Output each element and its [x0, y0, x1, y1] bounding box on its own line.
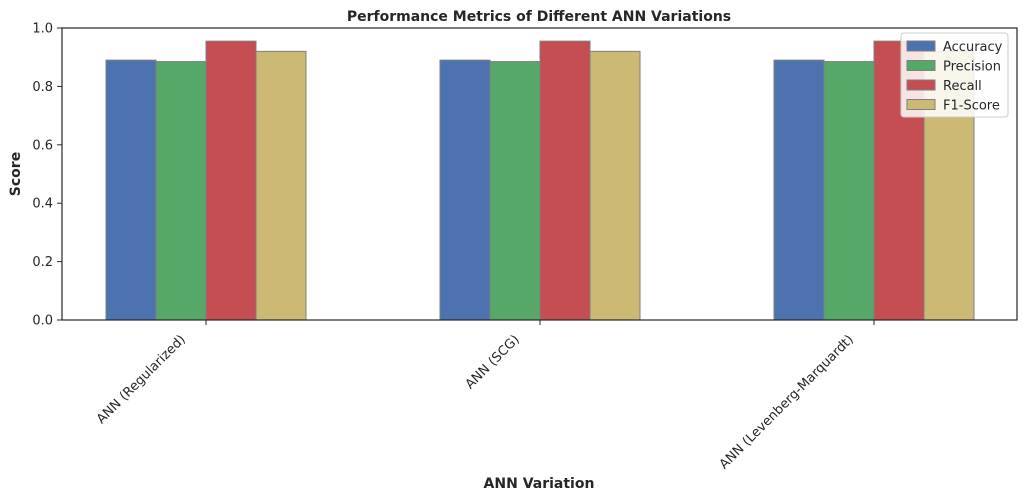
- plot-area: [105, 40, 975, 321]
- bar-group: [105, 40, 307, 321]
- y-tick-label: 0.2: [32, 255, 53, 270]
- bar-group: [773, 40, 975, 321]
- bar-accuracy: [439, 59, 491, 321]
- y-axis-label: Score: [8, 152, 24, 196]
- legend-label: F1-Score: [943, 99, 1000, 114]
- legend-box: [900, 32, 1009, 118]
- legend-item: Accuracy: [906, 40, 1003, 55]
- legend-label: Precision: [943, 60, 1001, 75]
- bar-recall: [205, 40, 257, 321]
- bar-precision: [489, 61, 541, 321]
- y-tick-label: 1.0: [32, 22, 53, 37]
- x-tick-label: ANN (Levenberg-Marquardt): [717, 332, 857, 472]
- legend-swatch: [906, 79, 936, 91]
- legend-item: F1-Score: [906, 99, 1000, 114]
- legend-item: Recall: [906, 79, 982, 94]
- bar-f1-score: [589, 50, 641, 321]
- legend-label: Recall: [943, 79, 982, 94]
- y-axis: 0.0 0.2 0.4 0.6 0.8 1.0: [32, 22, 62, 329]
- x-tick-label: ANN (SCG): [463, 332, 523, 392]
- bar-precision: [823, 61, 875, 321]
- legend-swatch: [906, 99, 936, 110]
- legend-swatch: [906, 60, 936, 71]
- x-axis: ANN (Regularized) ANN (SCG) ANN (Levenberg…: [94, 320, 875, 472]
- bar-accuracy: [773, 59, 825, 321]
- bar-f1-score: [255, 50, 307, 321]
- legend-item: Precision: [906, 60, 1001, 75]
- bar-recall: [539, 40, 591, 321]
- legend: Accuracy Precision Recall F1-Score: [900, 32, 1009, 118]
- legend-label: Accuracy: [943, 40, 1003, 55]
- x-tick-label: ANN (Regularized): [94, 332, 189, 427]
- bar-accuracy: [105, 59, 157, 321]
- y-tick-label: 0.6: [32, 138, 53, 153]
- legend-swatch: [906, 40, 936, 52]
- bar-group: [439, 40, 641, 321]
- y-tick-label: 0.0: [32, 314, 53, 329]
- x-axis-label: ANN Variation: [484, 476, 595, 492]
- y-tick-label: 0.8: [32, 80, 53, 95]
- y-tick-label: 0.4: [32, 197, 53, 212]
- bar-precision: [155, 61, 207, 321]
- chart-title: Performance Metrics of Different ANN Var…: [347, 9, 731, 25]
